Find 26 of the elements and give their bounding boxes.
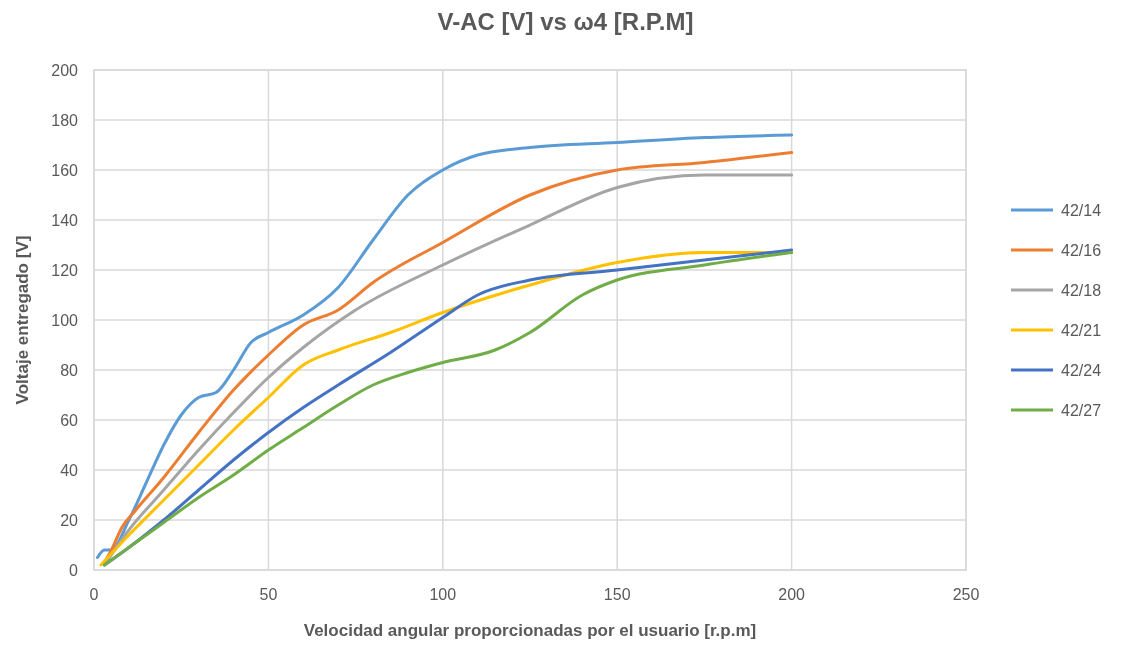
legend-label: 42/27: [1061, 401, 1102, 419]
x-tick-label: 50: [259, 586, 278, 603]
y-tick-label: 20: [60, 511, 79, 529]
y-tick-label: 100: [51, 311, 79, 329]
chart-title: V-AC [V] vs ω4 [R.P.M]: [437, 8, 694, 35]
y-tick-label: 160: [51, 161, 79, 179]
y-tick-label: 80: [60, 361, 79, 379]
y-tick-label: 40: [60, 461, 79, 479]
y-axis-title: Voltaje entregado [V]: [13, 235, 32, 405]
y-tick-label: 120: [51, 261, 79, 279]
y-tick-label: 200: [51, 61, 79, 79]
y-tick-label: 180: [51, 111, 79, 129]
legend-label: 42/24: [1061, 361, 1102, 379]
legend-label: 42/16: [1061, 241, 1102, 259]
x-tick-label: 200: [778, 586, 806, 603]
x-tick-label: 0: [89, 586, 99, 603]
legend-label: 42/21: [1061, 321, 1102, 339]
legend-label: 42/18: [1061, 281, 1102, 299]
legend-label: 42/14: [1061, 201, 1102, 219]
y-tick-label: 60: [60, 411, 79, 429]
y-tick-label: 0: [69, 561, 79, 579]
x-tick-label: 100: [429, 586, 457, 603]
x-axis-title: Velocidad angular proporcionadas por el usuario [r.p.m]: [303, 621, 757, 640]
x-tick-label: 250: [952, 586, 980, 603]
x-tick-label: 150: [603, 586, 631, 603]
y-tick-label: 140: [51, 211, 79, 229]
